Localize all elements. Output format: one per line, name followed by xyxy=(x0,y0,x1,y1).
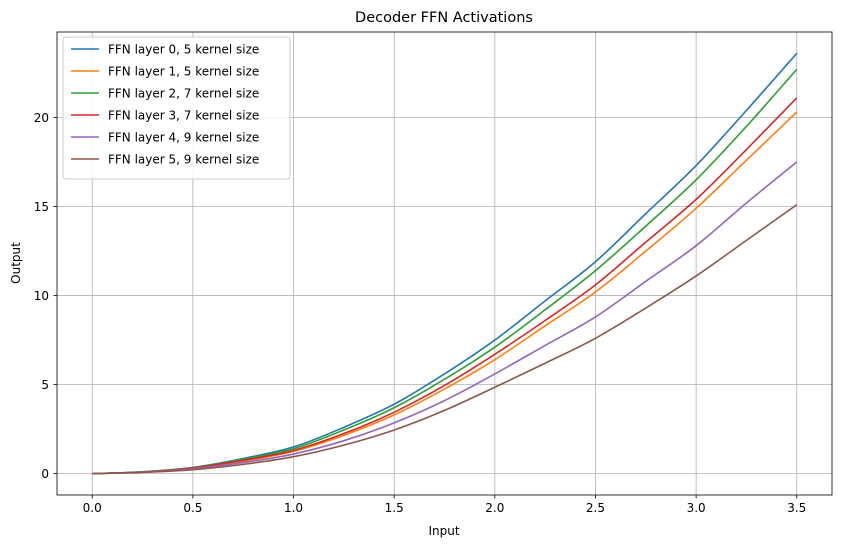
legend-label-5: FFN layer 5, 9 kernel size xyxy=(108,153,259,167)
series-group xyxy=(92,52,798,475)
x-tick-label: 3.0 xyxy=(687,501,706,515)
series-line-4 xyxy=(92,161,798,475)
x-tick-label: 0.5 xyxy=(183,501,202,515)
y-tick-label: 5 xyxy=(41,378,49,392)
y-axis-label: Output xyxy=(9,242,23,284)
series-line-5 xyxy=(92,204,798,475)
plot-frame xyxy=(56,31,833,496)
x-tick-label: 0.0 xyxy=(83,501,102,515)
legend-label-4: FFN layer 4, 9 kernel size xyxy=(108,131,259,145)
series-line-3 xyxy=(92,97,798,475)
legend-label-0: FFN layer 0, 5 kernel size xyxy=(108,43,259,57)
legend: FFN layer 0, 5 kernel size FFN layer 1, 5… xyxy=(62,36,291,180)
x-axis-label: Input xyxy=(428,524,459,538)
legend-label-1: FFN layer 1, 5 kernel size xyxy=(108,65,259,79)
y-tick-label: 20 xyxy=(34,111,49,125)
legend-label-2: FFN layer 2, 7 kernel size xyxy=(108,87,259,101)
x-tick-label: 1.5 xyxy=(385,501,404,515)
chart-title: Decoder FFN Activations xyxy=(355,10,533,26)
x-tick-label: 2.5 xyxy=(586,501,605,515)
y-tick-label: 10 xyxy=(34,289,49,303)
y-tick-label: 15 xyxy=(34,200,49,214)
x-tick-label: 2.0 xyxy=(485,501,504,515)
legend-box xyxy=(62,36,291,180)
x-tick-label: 3.5 xyxy=(787,501,806,515)
y-tick-label: 0 xyxy=(41,467,49,481)
axis-ticks: 0.0 0.5 1.0 1.5 2.0 2.5 3.0 3.5 0 5 10 15 20 xyxy=(34,111,807,515)
legend-label-3: FFN layer 3, 7 kernel size xyxy=(108,109,259,123)
x-tick-label: 1.0 xyxy=(284,501,303,515)
